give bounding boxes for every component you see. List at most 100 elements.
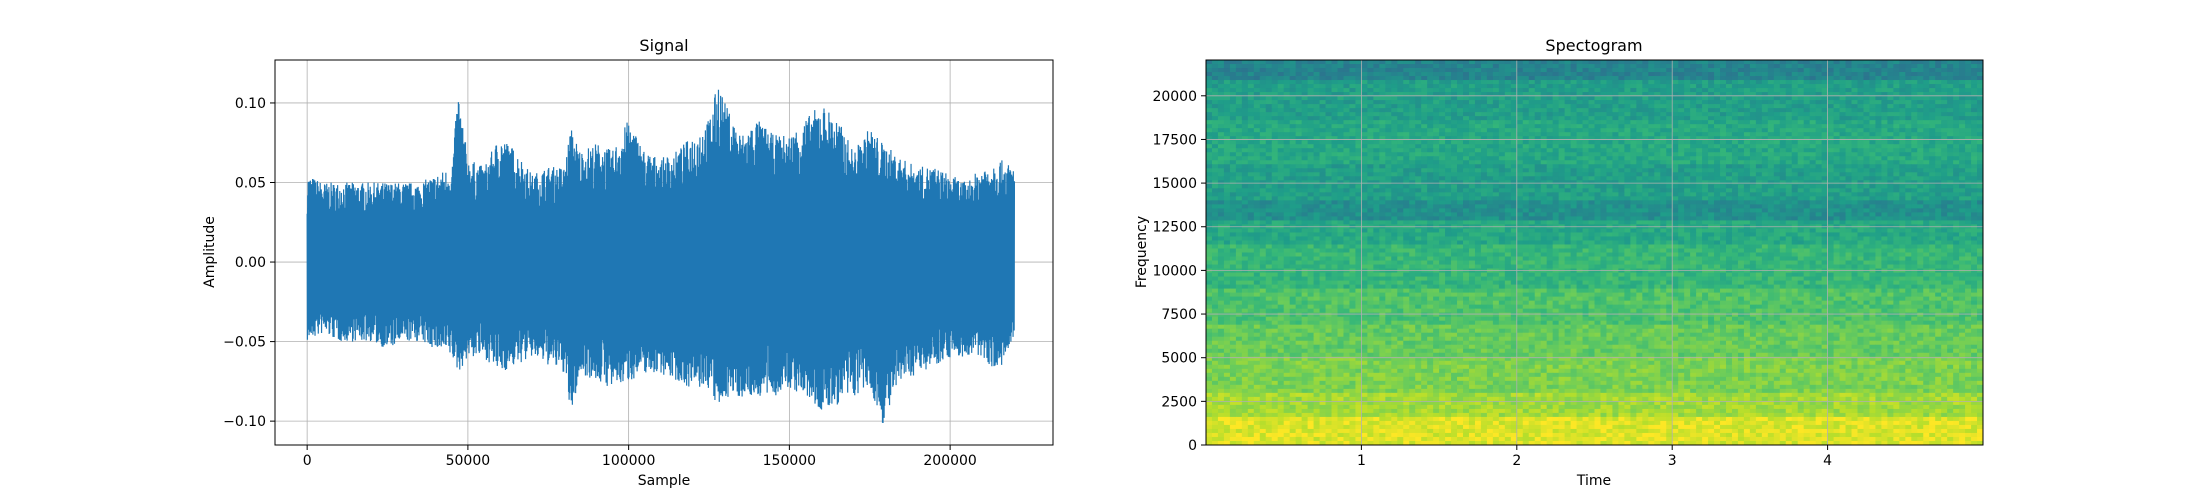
- spectrogram-cell: [1391, 72, 1398, 77]
- spectrogram-cell: [1229, 144, 1237, 149]
- spectrogram-cell: [1421, 144, 1428, 149]
- spectrogram-cell: [1433, 112, 1440, 117]
- spectrogram-cell: [1576, 60, 1584, 65]
- spectrogram-cell: [1295, 144, 1303, 149]
- spectrogram-cell: [1684, 196, 1691, 201]
- spectrogram-cell: [1731, 144, 1739, 149]
- spectrogram-cell: [1361, 80, 1368, 85]
- spectrogram-cell: [1714, 180, 1721, 185]
- spectrogram-cell: [1295, 188, 1303, 193]
- spectrogram-cell: [1522, 72, 1530, 77]
- spectrogram-cell: [1714, 68, 1721, 73]
- spectrogram-cell: [1887, 92, 1894, 97]
- spectrogram-cell: [1552, 72, 1560, 77]
- spectrogram-cell: [1271, 140, 1279, 145]
- spectrogram-cell: [1636, 152, 1643, 157]
- spectrogram-cell: [1385, 164, 1392, 169]
- spectrogram-cell: [1307, 192, 1315, 197]
- spectrogram-cell: [1702, 96, 1709, 101]
- spectrogram-cell: [1612, 108, 1620, 113]
- spectrogram-cell: [1821, 120, 1829, 125]
- spectrogram-cell: [1935, 172, 1942, 177]
- spectrogram-cell: [1911, 136, 1918, 141]
- spectrogram-cell: [1433, 88, 1440, 93]
- spectrogram-cell: [1343, 112, 1351, 117]
- spectrogram-cell: [1821, 168, 1829, 173]
- spectrogram-cell: [1648, 188, 1655, 193]
- spectrogram-cell: [1755, 76, 1763, 81]
- spectrogram-cell: [1971, 152, 1978, 157]
- spectrogram-cell: [1540, 116, 1548, 121]
- spectrogram-cell: [1325, 148, 1333, 153]
- spectrogram-cell: [1498, 116, 1506, 121]
- spectrogram-cell: [1558, 72, 1566, 77]
- spectrogram-cell: [1881, 76, 1888, 81]
- spectrogram-cell: [1977, 104, 1983, 109]
- spectrogram-cell: [1385, 64, 1392, 69]
- spectrogram-cell: [1905, 72, 1912, 77]
- spectrogram-cell: [1522, 152, 1530, 157]
- spectrogram-cell: [1301, 68, 1309, 73]
- spectrogram-cell: [1480, 164, 1488, 169]
- spectrogram-cell: [1899, 136, 1906, 141]
- spectrogram-cell: [1905, 180, 1912, 185]
- spectrogram-cell: [1409, 92, 1416, 97]
- spectrogram-cell: [1594, 188, 1602, 193]
- spectrogram-cell: [1755, 80, 1763, 85]
- spectrogram-cell: [1941, 196, 1948, 201]
- spectrogram-cell: [1851, 164, 1859, 169]
- spectrogram-cell: [1791, 72, 1799, 77]
- spectrogram-cell: [1881, 112, 1888, 117]
- spectrogram-cell: [1917, 68, 1924, 73]
- spectrogram-cell: [1803, 184, 1811, 189]
- spectrogram-cell: [1779, 116, 1787, 121]
- spectrogram-cell: [1492, 184, 1500, 189]
- spectrogram-cell: [1313, 64, 1321, 69]
- spectrogram-cell: [1415, 168, 1422, 173]
- spectrogram-cell: [1678, 108, 1685, 113]
- spectrogram-cell: [1714, 208, 1721, 213]
- spectrogram-cell: [1504, 156, 1512, 161]
- spectrogram-cell: [1241, 72, 1249, 77]
- spectrogram-cell: [1211, 72, 1219, 77]
- spectrogram-cell: [1295, 212, 1303, 218]
- spectrogram-cell: [1743, 160, 1751, 165]
- spectrogram-cell: [1666, 88, 1673, 93]
- spectrogram-cell: [1265, 104, 1273, 109]
- spectrogram-cell: [1492, 188, 1500, 193]
- spectrogram-cell: [1654, 144, 1661, 149]
- spectrogram-cell: [1223, 180, 1231, 185]
- spectrogram-cell: [1492, 200, 1500, 205]
- spectrogram-cell: [1582, 184, 1590, 189]
- spectrogram-cell: [1666, 180, 1673, 185]
- spectrogram-cell: [1725, 64, 1733, 69]
- spectrogram-cell: [1439, 160, 1446, 165]
- spectrogram-cell: [1791, 152, 1799, 157]
- spectrogram-cell: [1887, 84, 1894, 89]
- spectrogram-cell: [1672, 76, 1679, 81]
- spectrogram-cell: [1666, 80, 1673, 85]
- spectrogram-cell: [1337, 80, 1345, 85]
- spectrogram-cell: [1409, 192, 1416, 197]
- spectrogram-cell: [1427, 188, 1434, 193]
- spectrogram-cell: [1923, 124, 1930, 129]
- spectrogram-cell: [1594, 116, 1602, 121]
- spectrogram-cell: [1223, 132, 1231, 137]
- spectrogram-cell: [1953, 88, 1960, 93]
- spectrogram-cell: [1457, 96, 1464, 101]
- spectrogram-cell: [1678, 120, 1685, 125]
- spectrogram-cell: [1779, 144, 1787, 149]
- spectrogram-cell: [1833, 156, 1841, 161]
- spectrogram-cell: [1528, 84, 1536, 89]
- spectrogram-cell: [1821, 160, 1829, 165]
- spectrogram-cell: [1917, 196, 1924, 201]
- spectrogram-cell: [1923, 132, 1930, 137]
- spectrogram-cell: [1737, 176, 1745, 181]
- spectrogram-cell: [1540, 152, 1548, 157]
- spectrogram-cell: [1702, 200, 1709, 205]
- spectrogram-cell: [1283, 68, 1291, 73]
- spectrogram-cell: [1319, 180, 1327, 185]
- spectrogram-cell: [1463, 176, 1470, 181]
- spectrogram-cell: [1941, 176, 1948, 181]
- signal-y-tick-label: 0.00: [235, 255, 266, 271]
